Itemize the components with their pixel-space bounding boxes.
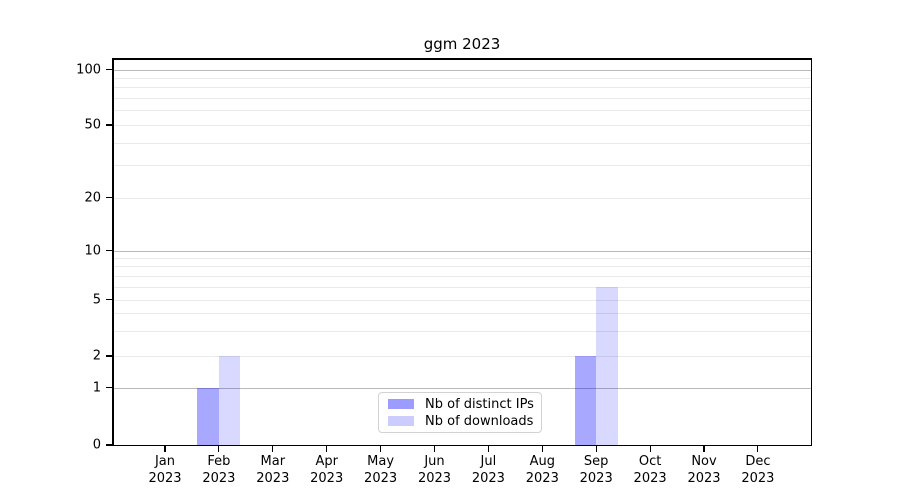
legend-item-distinct-ips: Nb of distinct IPs: [388, 396, 541, 412]
axis-spine-left: [112, 58, 114, 446]
y-tick-mark: [106, 355, 112, 357]
y-tick-mark: [106, 124, 112, 126]
legend-item-downloads: Nb of downloads: [388, 413, 541, 429]
y-tick-label: 0: [92, 437, 101, 453]
chart-title: ggm 2023: [423, 35, 501, 53]
x-tick-mark: [164, 446, 166, 452]
minor-gridline: [113, 197, 811, 199]
minor-gridline: [113, 165, 811, 167]
y-tick-label: 10: [84, 243, 101, 258]
x-tick-label: May 2023: [364, 454, 398, 486]
minor-gridline: [113, 125, 811, 126]
legend-label: Nb of distinct IPs: [425, 396, 534, 412]
x-tick-mark: [595, 446, 597, 452]
x-tick-label: Jul 2023: [471, 454, 505, 486]
x-tick-mark: [380, 446, 382, 452]
minor-gridline: [113, 77, 811, 79]
bar-distinct-ips-feb: [197, 387, 219, 445]
y-tick-label: 100: [76, 62, 101, 77]
x-tick-mark: [649, 446, 651, 452]
axis-spine-bottom: [112, 444, 812, 446]
major-gridline: [113, 387, 811, 389]
minor-gridline: [113, 313, 811, 315]
legend-swatch: [388, 399, 414, 409]
major-gridline: [113, 69, 811, 71]
y-tick-mark: [106, 298, 112, 301]
minor-gridline: [113, 110, 811, 112]
minor-gridline: [113, 266, 811, 268]
y-tick-label: 20: [84, 190, 101, 205]
x-tick-label: Feb 2023: [202, 454, 236, 486]
x-tick-label: Jun 2023: [417, 454, 452, 486]
x-tick-mark: [757, 446, 759, 452]
x-tick-label: Mar 2023: [256, 454, 290, 486]
x-tick-mark: [703, 446, 705, 452]
y-tick-mark: [106, 68, 112, 71]
bar-downloads-sep: [596, 286, 618, 445]
minor-gridline: [113, 286, 811, 288]
x-tick-label: Aug 2023: [525, 454, 559, 486]
x-tick-label: Nov 2023: [687, 454, 721, 486]
y-tick-label: 5: [92, 292, 101, 307]
minor-gridline: [113, 330, 811, 332]
minor-gridline: [113, 356, 811, 357]
legend: Nb of distinct IPs Nb of downloads: [378, 392, 542, 433]
y-tick-label: 1: [92, 380, 101, 395]
x-tick-mark: [433, 446, 436, 452]
x-tick-label: Dec 2023: [741, 454, 775, 486]
major-gridline: [113, 250, 811, 252]
x-tick-mark: [326, 446, 328, 452]
bar-downloads-feb: [218, 356, 241, 445]
x-tick-label: Oct 2023: [633, 454, 667, 486]
bar-distinct-ips-sep: [574, 356, 597, 445]
x-tick-mark: [218, 446, 220, 452]
y-tick-label: 50: [84, 117, 101, 133]
y-tick-mark: [106, 249, 112, 252]
minor-gridline: [113, 275, 811, 277]
minor-gridline: [113, 142, 811, 144]
minor-gridline: [113, 299, 811, 301]
axis-spine-top: [112, 58, 812, 60]
y-tick-label: 2: [92, 348, 101, 364]
x-tick-mark: [541, 446, 543, 452]
plot-area: [113, 59, 811, 445]
y-tick-mark: [106, 444, 112, 446]
x-tick-mark: [272, 446, 274, 452]
y-tick-mark: [106, 386, 112, 389]
minor-gridline: [113, 257, 811, 259]
minor-gridline: [113, 87, 811, 89]
axis-spine-right: [810, 58, 812, 446]
legend-swatch: [388, 416, 414, 426]
x-tick-label: Jan 2023: [148, 454, 182, 486]
y-tick-mark: [106, 196, 112, 199]
minor-gridline: [113, 98, 811, 100]
legend-label: Nb of downloads: [425, 413, 534, 429]
x-tick-label: Apr 2023: [310, 454, 344, 486]
x-tick-label: Sep 2023: [579, 454, 613, 486]
x-tick-mark: [487, 446, 489, 452]
